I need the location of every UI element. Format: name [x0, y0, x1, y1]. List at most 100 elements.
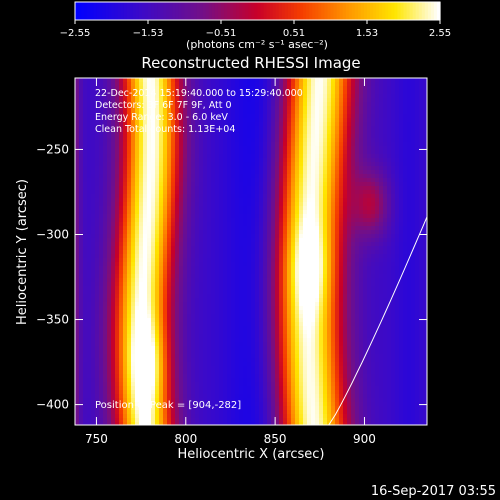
heatmap-cell	[243, 154, 248, 159]
heatmap-cell	[275, 250, 280, 255]
heatmap-cell	[371, 134, 376, 139]
heatmap-cell	[83, 138, 88, 143]
heatmap-cell	[263, 138, 268, 143]
heatmap-cell	[127, 162, 132, 167]
heatmap-cell	[383, 250, 388, 255]
heatmap-cell	[143, 250, 148, 255]
heatmap-cell	[191, 198, 196, 203]
heatmap-cell	[267, 206, 272, 211]
heatmap-cell	[239, 218, 244, 223]
heatmap-cell	[291, 162, 296, 167]
heatmap-cell	[395, 206, 400, 211]
heatmap-cell	[199, 166, 204, 171]
heatmap-cell	[307, 154, 312, 159]
colorbar-cell	[251, 2, 256, 20]
heatmap-cell	[87, 202, 92, 207]
heatmap-cell	[275, 162, 280, 167]
heatmap-cell	[271, 146, 276, 151]
heatmap-cell	[151, 254, 156, 259]
heatmap-cell	[207, 286, 212, 291]
heatmap-cell	[139, 222, 144, 227]
heatmap-cell	[167, 274, 172, 279]
heatmap-cell	[179, 114, 184, 119]
heatmap-cell	[335, 182, 340, 187]
heatmap-cell	[159, 190, 164, 195]
heatmap-cell	[147, 130, 152, 135]
heatmap-cell	[111, 218, 116, 223]
heatmap-cell	[199, 282, 204, 287]
heatmap-cell	[387, 246, 392, 251]
heatmap-cell	[367, 238, 372, 243]
heatmap-cell	[267, 90, 272, 95]
heatmap-cell	[111, 166, 116, 171]
heatmap-cell	[151, 142, 156, 147]
heatmap-cell	[383, 86, 388, 91]
heatmap-cell	[415, 254, 420, 259]
heatmap-cell	[99, 94, 104, 99]
colorbar-cell	[312, 2, 316, 20]
heatmap-cell	[347, 126, 352, 131]
heatmap-cell	[379, 210, 384, 215]
heatmap-cell	[199, 206, 204, 211]
heatmap-cell	[287, 290, 292, 295]
heatmap-cell	[259, 78, 264, 83]
heatmap-cell	[275, 142, 280, 147]
heatmap-cell	[315, 274, 320, 279]
heatmap-cell	[123, 134, 128, 139]
heatmap-cell	[423, 294, 427, 299]
heatmap-cell	[359, 182, 364, 187]
heatmap-cell	[387, 122, 392, 127]
heatmap-cell	[267, 286, 272, 291]
heatmap-cell	[387, 138, 392, 143]
heatmap-cell	[343, 218, 348, 223]
heatmap-cell	[375, 138, 380, 143]
heatmap-cell	[363, 154, 368, 159]
heatmap-cell	[387, 190, 392, 195]
heatmap-cell	[331, 270, 336, 275]
heatmap-cell	[303, 278, 308, 283]
heatmap-cell	[131, 186, 136, 191]
heatmap-cell	[155, 146, 160, 151]
heatmap-cell	[179, 150, 184, 155]
heatmap-cell	[131, 94, 136, 99]
heatmap-cell	[79, 294, 84, 299]
heatmap-cell	[371, 210, 376, 215]
heatmap-cell	[407, 230, 412, 235]
heatmap-cell	[255, 142, 260, 147]
heatmap-cell	[363, 126, 368, 131]
heatmap-cell	[279, 230, 284, 235]
heatmap-cell	[291, 294, 296, 299]
heatmap-cell	[151, 178, 156, 183]
heatmap-cell	[91, 254, 96, 259]
heatmap-cell	[115, 170, 120, 175]
heatmap-cell	[211, 82, 216, 87]
heatmap-cell	[79, 174, 84, 179]
heatmap-cell	[187, 250, 192, 255]
heatmap-cell	[127, 198, 132, 203]
heatmap-cell	[227, 154, 232, 159]
heatmap-cell	[419, 150, 424, 155]
heatmap-cell	[287, 198, 292, 203]
heatmap-cell	[307, 194, 312, 199]
heatmap-cell	[351, 126, 356, 131]
heatmap-cell	[247, 150, 252, 155]
heatmap-cell	[315, 202, 320, 207]
heatmap-cell	[343, 106, 348, 111]
heatmap-cell	[323, 226, 328, 231]
heatmap-cell	[323, 182, 328, 187]
heatmap-cell	[419, 82, 424, 87]
heatmap-cell	[179, 278, 184, 283]
heatmap-cell	[187, 210, 192, 215]
heatmap-cell	[239, 282, 244, 287]
heatmap-cell	[295, 210, 300, 215]
heatmap-cell	[75, 170, 80, 175]
heatmap-cell	[251, 250, 256, 255]
heatmap-cell	[347, 294, 352, 299]
heatmap-cell	[411, 142, 416, 147]
heatmap-cell	[95, 130, 100, 135]
heatmap-cell	[323, 158, 328, 163]
heatmap-cell	[211, 226, 216, 231]
heatmap-cell	[347, 122, 352, 127]
heatmap-cell	[279, 90, 284, 95]
heatmap-cell	[423, 138, 427, 143]
